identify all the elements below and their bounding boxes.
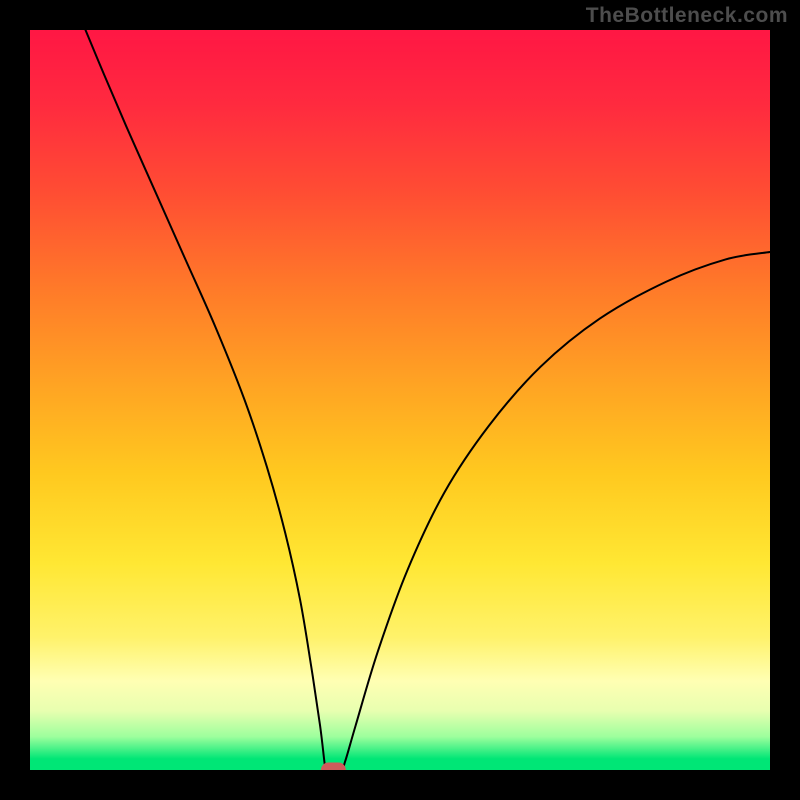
plot-gradient-background — [30, 30, 770, 770]
bottleneck-chart — [0, 0, 800, 800]
chart-frame: TheBottleneck.com — [0, 0, 800, 800]
watermark-text: TheBottleneck.com — [586, 4, 788, 28]
